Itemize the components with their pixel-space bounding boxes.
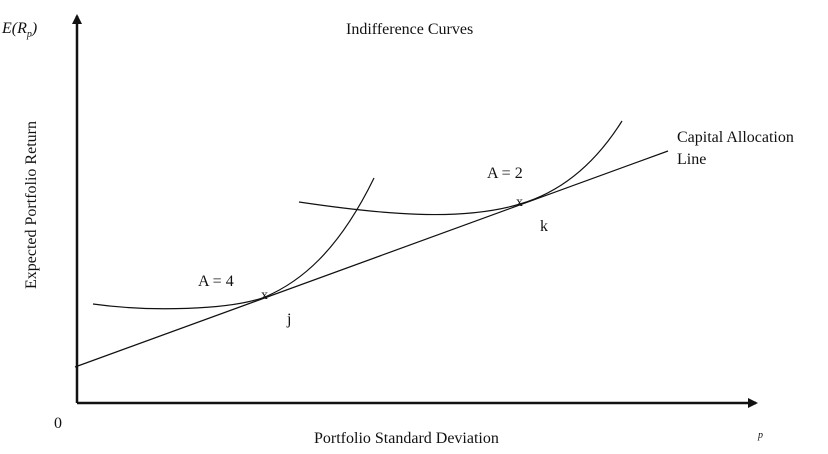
y-axis-symbol-close: ) [31, 20, 38, 37]
origin-label: 0 [54, 415, 62, 432]
cal-label-line2: Line [677, 151, 707, 168]
y-axis-symbol: E(Rp) [2, 20, 37, 44]
diagram-title: Indifference Curves [346, 21, 474, 38]
x-axis-symbol-subscript: p [758, 430, 763, 441]
x-axis-label: Portfolio Standard Deviation [314, 430, 499, 447]
point-label-j: j [287, 311, 292, 328]
capital-allocation-line [74, 150, 669, 368]
point-label-k: k [540, 218, 548, 235]
tangent-marker-k: x [516, 195, 523, 210]
curve-a2-label: A = 2 [487, 165, 523, 182]
tangent-marker-j: x [261, 288, 268, 303]
indifference-curve-a4 [92, 177, 375, 310]
y-axis-symbol-main: E(R [2, 20, 27, 37]
y-axis-symbol-subscript: p [26, 29, 32, 41]
curve-a4-label: A = 4 [198, 273, 234, 290]
cal-label-line1: Capital Allocation [677, 129, 794, 146]
indifference-curve-a2 [298, 120, 623, 216]
y-axis-label: Expected Portfolio Return [23, 121, 40, 289]
